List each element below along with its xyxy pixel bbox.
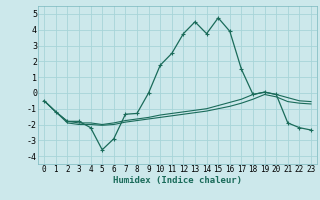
X-axis label: Humidex (Indice chaleur): Humidex (Indice chaleur) <box>113 176 242 185</box>
